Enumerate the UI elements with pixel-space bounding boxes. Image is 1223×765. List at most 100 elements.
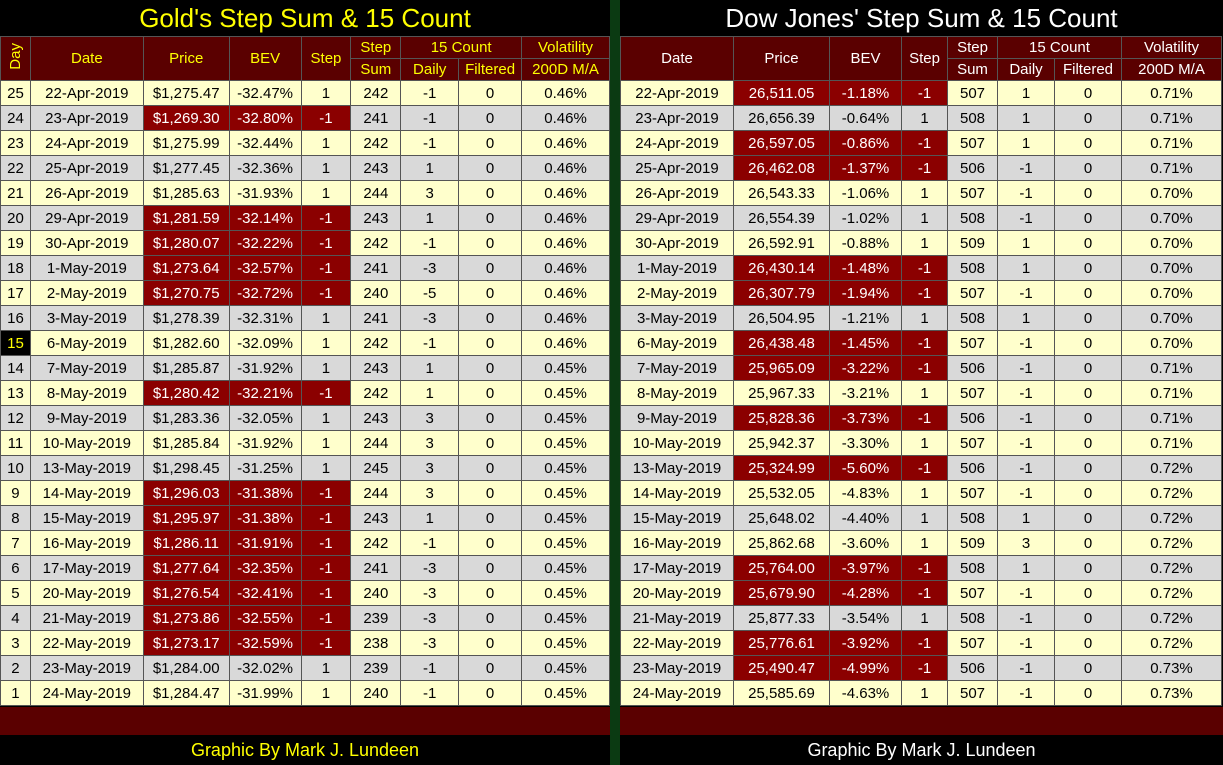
cell-bev: -32.21%	[228, 380, 302, 406]
cell-date: 17-May-2019	[620, 555, 734, 581]
cell-step: -1	[300, 230, 352, 256]
cell-daily: -1	[400, 655, 460, 681]
cell-day: 25	[0, 80, 31, 106]
cell-date: 30-Apr-2019	[29, 230, 144, 256]
table-row: 16-May-2019 25,862.68 -3.60% 1 509 3 0 0.72%	[620, 530, 1222, 556]
cell-date: 16-May-2019	[29, 530, 144, 556]
cell-sum: 507	[947, 330, 998, 356]
header-15-count: 15 Count	[997, 36, 1122, 59]
cell-step: -1	[300, 480, 352, 506]
cell-step: -1	[901, 405, 948, 431]
table-row: 5 20-May-2019 $1,276.54 -32.41% -1 240 -3 0 0.45…	[0, 580, 610, 606]
cell-sum: 245	[350, 455, 402, 481]
cell-filtered: 0	[1054, 505, 1122, 531]
cell-step: 1	[901, 205, 948, 231]
cell-vol: 0.70%	[1121, 180, 1222, 206]
cell-bev: -32.14%	[228, 205, 302, 231]
cell-daily: 1	[997, 230, 1055, 256]
cell-sum: 506	[947, 155, 998, 181]
cell-price: $1,296.03	[142, 480, 230, 506]
cell-price: $1,273.64	[142, 255, 230, 281]
table-row: 3 22-May-2019 $1,273.17 -32.59% -1 238 -3 0 0.45…	[0, 630, 610, 656]
cell-bev: -32.09%	[228, 330, 302, 356]
cell-daily: -1	[400, 330, 460, 356]
cell-price: 25,532.05	[733, 480, 830, 506]
dow-panel: Dow Jones' Step Sum & 15 Count Date Pric…	[620, 0, 1223, 765]
cell-filtered: 0	[458, 405, 523, 431]
cell-date: 6-May-2019	[620, 330, 734, 356]
cell-step: -1	[901, 255, 948, 281]
cell-filtered: 0	[1054, 480, 1122, 506]
cell-price: $1,282.60	[142, 330, 230, 356]
cell-price: 26,543.33	[733, 180, 830, 206]
cell-sum: 507	[947, 280, 998, 306]
cell-step: 1	[300, 305, 352, 331]
cell-bev: -31.92%	[228, 430, 302, 456]
cell-bev: -31.93%	[228, 180, 302, 206]
cell-price: $1,277.64	[142, 555, 230, 581]
cell-sum: 243	[350, 505, 402, 531]
cell-price: 25,965.09	[733, 355, 830, 381]
cell-price: $1,283.36	[142, 405, 230, 431]
cell-bev: -3.97%	[829, 555, 902, 581]
cell-bev: -31.99%	[228, 680, 302, 706]
cell-vol: 0.70%	[1121, 205, 1222, 231]
cell-price: $1,284.47	[142, 680, 230, 706]
cell-day: 4	[0, 605, 31, 631]
cell-sum: 507	[947, 380, 998, 406]
table-row: 29-Apr-2019 26,554.39 -1.02% 1 508 -1 0 0.70%	[620, 205, 1222, 231]
cell-date: 15-May-2019	[620, 505, 734, 531]
cell-daily: -1	[400, 105, 460, 131]
cell-bev: -32.57%	[228, 255, 302, 281]
cell-date: 7-May-2019	[620, 355, 734, 381]
dow-footer: Graphic By Mark J. Lundeen	[620, 735, 1223, 765]
table-row: 23-May-2019 25,490.47 -4.99% -1 506 -1 0 0.73%	[620, 655, 1222, 681]
cell-daily: 1	[400, 205, 460, 231]
cell-step: 1	[901, 105, 948, 131]
table-row: 12 9-May-2019 $1,283.36 -32.05% 1 243 3 0 0.45%	[0, 405, 610, 431]
header-price: Price	[142, 36, 230, 81]
header-step-sum-bottom: Sum	[350, 58, 402, 81]
cell-price: 26,462.08	[733, 155, 830, 181]
cell-date: 21-May-2019	[29, 605, 144, 631]
cell-date: 21-May-2019	[620, 605, 734, 631]
cell-day: 5	[0, 580, 31, 606]
table-row: 18 1-May-2019 $1,273.64 -32.57% -1 241 -3 0 0.46…	[0, 255, 610, 281]
cell-bev: -1.21%	[829, 305, 902, 331]
cell-bev: -31.92%	[228, 355, 302, 381]
cell-sum: 243	[350, 205, 402, 231]
cell-vol: 0.73%	[1121, 680, 1222, 706]
cell-daily: 1	[997, 255, 1055, 281]
cell-date: 22-Apr-2019	[29, 80, 144, 106]
cell-price: $1,286.11	[142, 530, 230, 556]
cell-bev: -5.60%	[829, 455, 902, 481]
cell-price: 25,967.33	[733, 380, 830, 406]
cell-day: 3	[0, 630, 31, 656]
header-daily: Daily	[997, 58, 1055, 81]
cell-date: 7-May-2019	[29, 355, 144, 381]
cell-daily: -3	[400, 255, 460, 281]
table-row: 23-Apr-2019 26,656.39 -0.64% 1 508 1 0 0.71%	[620, 105, 1222, 131]
cell-sum: 244	[350, 480, 402, 506]
cell-filtered: 0	[1054, 130, 1122, 156]
cell-sum: 241	[350, 555, 402, 581]
cell-bev: -32.36%	[228, 155, 302, 181]
cell-bev: -3.92%	[829, 630, 902, 656]
cell-date: 3-May-2019	[29, 305, 144, 331]
cell-step: 1	[901, 680, 948, 706]
cell-daily: 1	[997, 555, 1055, 581]
cell-day: 23	[0, 130, 31, 156]
cell-vol: 0.70%	[1121, 230, 1222, 256]
table-row: 2 23-May-2019 $1,284.00 -32.02% 1 239 -1 0 0.45%	[0, 655, 610, 681]
table-row: 24-Apr-2019 26,597.05 -0.86% -1 507 1 0 0.71%	[620, 130, 1222, 156]
cell-bev: -4.99%	[829, 655, 902, 681]
cell-sum: 509	[947, 530, 998, 556]
cell-sum: 508	[947, 255, 998, 281]
cell-price: $1,278.39	[142, 305, 230, 331]
cell-daily: 3	[400, 430, 460, 456]
cell-daily: 3	[400, 405, 460, 431]
header-step-sum-bottom: Sum	[947, 58, 998, 81]
cell-price: $1,295.97	[142, 505, 230, 531]
dow-title: Dow Jones' Step Sum & 15 Count	[725, 3, 1118, 33]
cell-bev: -32.55%	[228, 605, 302, 631]
